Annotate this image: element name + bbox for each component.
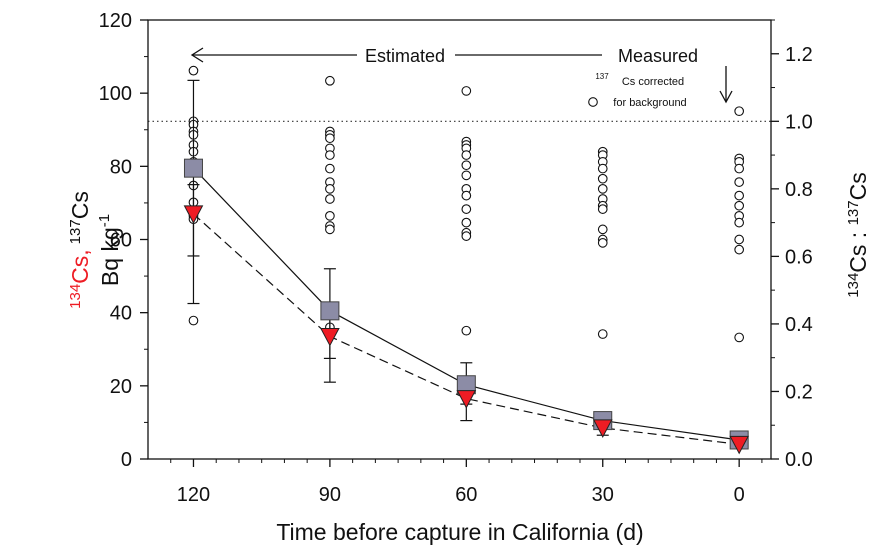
ratio-point xyxy=(735,191,744,200)
y-left-134-mass: 134 xyxy=(67,284,84,309)
y-right-tick-label: 1.0 xyxy=(785,111,813,133)
cs134-point xyxy=(321,328,339,345)
background-legend-sup: 137 xyxy=(595,72,609,81)
ratio-point xyxy=(462,191,471,200)
y-left-tick-label: 40 xyxy=(110,303,132,325)
measured-label: Measured xyxy=(618,46,698,66)
ratio-point xyxy=(189,66,198,75)
background-legend-marker xyxy=(589,98,598,107)
ratio-point xyxy=(462,161,471,170)
ratio-point xyxy=(598,330,607,339)
y-right-tick-label: 1.2 xyxy=(785,44,813,66)
ratio-point xyxy=(462,232,471,241)
background-legend-line1: Cs corrected xyxy=(622,76,684,88)
ratio-point xyxy=(735,107,744,116)
ratio-point xyxy=(326,151,335,160)
series-layer xyxy=(184,66,748,453)
ratio-point xyxy=(326,185,335,194)
y-axis-title-right: 134Cs : 137Cs xyxy=(845,172,871,297)
ratio-point xyxy=(462,205,471,214)
ratio-point xyxy=(735,235,744,244)
background-legend-line2: for background xyxy=(613,97,686,109)
ratio-point xyxy=(735,178,744,187)
ratio-point xyxy=(462,218,471,227)
x-axis-title: Time before capture in California (d) xyxy=(276,519,643,545)
ratio-point xyxy=(326,76,335,85)
y-left-137-label: Cs xyxy=(67,191,93,219)
y-right-137-mass: 137 xyxy=(845,200,862,225)
ratio-point xyxy=(598,164,607,173)
y-left-tick-label: 0 xyxy=(121,449,132,471)
ratio-point xyxy=(189,316,198,325)
ratio-point xyxy=(326,134,335,143)
ratio-point xyxy=(462,87,471,96)
svg-text:134Cs,137Cs: 134Cs, 137Cs xyxy=(67,191,93,309)
y-right-tick-label: 0.8 xyxy=(785,179,813,201)
y-right-134-mass: 134 xyxy=(845,273,862,298)
ratio-point xyxy=(326,212,335,221)
y-left-tick-label: 80 xyxy=(110,156,132,178)
y-left-unit: Bq kg xyxy=(97,227,123,286)
y-left-tick-label: 20 xyxy=(110,376,132,398)
ratio-point xyxy=(735,333,744,342)
x-tick-label: 90 xyxy=(319,484,341,506)
y-left-137-mass: 137 xyxy=(67,219,84,244)
ratio-point xyxy=(462,171,471,180)
ratio-point xyxy=(735,201,744,210)
y-left-unit-exp: -1 xyxy=(96,214,113,227)
ratio-point xyxy=(598,239,607,248)
cs134-point xyxy=(457,391,475,408)
x-tick-label: 30 xyxy=(592,484,614,506)
x-tick-label: 120 xyxy=(177,484,210,506)
y-left-tick-label: 100 xyxy=(99,83,132,105)
ratio-point xyxy=(735,245,744,254)
ratio-point xyxy=(326,225,335,234)
annotations: Estimated Measured 137 Cs corrected for … xyxy=(192,46,732,109)
ratio-point xyxy=(326,164,335,173)
ratio-point xyxy=(326,195,335,204)
ratio-point xyxy=(462,326,471,335)
ratio-point xyxy=(462,151,471,160)
y-axis-title-left: 134Cs, 137Cs Bq kg-1 xyxy=(67,191,123,309)
ratio-point xyxy=(598,225,607,234)
y-right-tick-label: 0.6 xyxy=(785,246,813,268)
y-right-tick-label: 0.4 xyxy=(785,314,813,336)
y-right-137-label: Cs xyxy=(845,172,871,200)
y-right-134-label: Cs : xyxy=(845,225,871,272)
y-left-tick-label: 120 xyxy=(99,10,132,32)
y-right-tick-label: 0.0 xyxy=(785,449,813,471)
cs137-point xyxy=(321,302,339,320)
estimated-label: Estimated xyxy=(365,46,445,66)
x-tick-label: 60 xyxy=(455,484,477,506)
cs137-point xyxy=(184,159,202,177)
svg-text:134Cs : 137Cs: 134Cs : 137Cs xyxy=(845,172,871,297)
x-tick-label: 0 xyxy=(734,484,745,506)
ratio-point xyxy=(598,205,607,214)
ratio-point xyxy=(735,164,744,173)
ratio-point xyxy=(598,185,607,194)
ratio-point xyxy=(598,174,607,183)
y-right-tick-label: 0.2 xyxy=(785,381,813,403)
y-left-134-label: Cs, xyxy=(67,249,93,284)
svg-text:Bq kg-1: Bq kg-1 xyxy=(96,214,123,286)
tick-layer: 120 90 60 30 00204060801001200.00.20.40.60.8… xyxy=(99,10,813,506)
ratio-point xyxy=(735,218,744,227)
